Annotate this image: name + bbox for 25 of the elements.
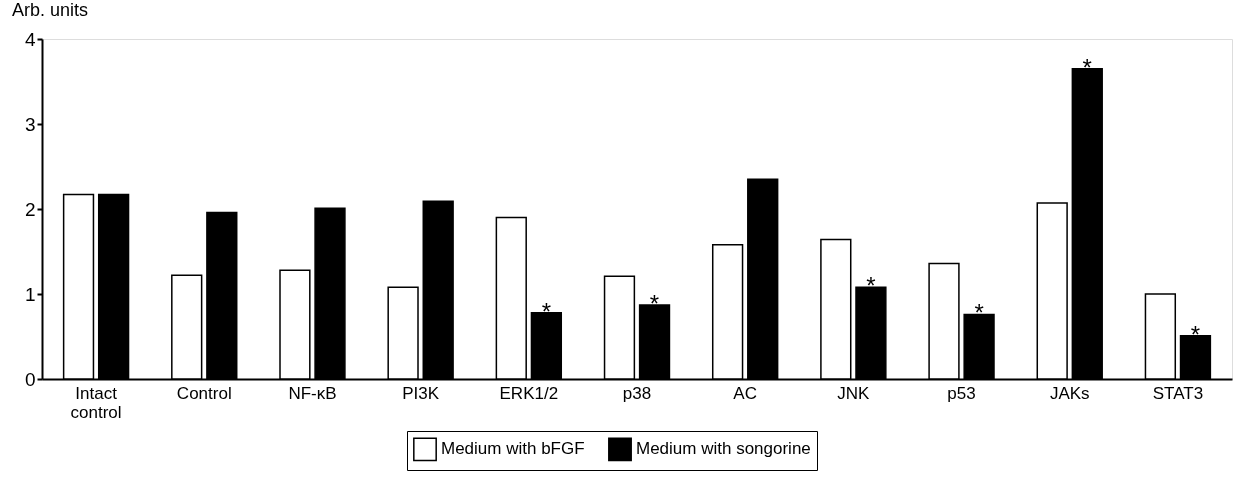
annotation: * xyxy=(1082,53,1092,81)
legend-label: Medium with bFGF xyxy=(441,439,585,459)
x-tick-label: STAT3 xyxy=(1152,383,1204,403)
annotation: * xyxy=(1190,320,1201,348)
y-tick-label: 1 xyxy=(24,283,36,305)
x-tick-label: Intact control xyxy=(70,383,122,422)
annotation: * xyxy=(974,299,984,327)
y-tick-label: 4 xyxy=(24,28,36,50)
annotation: * xyxy=(541,297,552,325)
x-tick-label: p53 xyxy=(947,383,976,403)
y-axis-title: Arb. units xyxy=(12,0,89,20)
x-tick-label: JAKs xyxy=(1049,383,1090,403)
x-tick-label: ERK1/2 xyxy=(499,383,559,403)
legend-label: Medium with songorine xyxy=(636,439,811,459)
annotation: * xyxy=(649,290,660,318)
y-tick-label: 0 xyxy=(24,368,36,390)
x-tick-label: JNK xyxy=(837,383,871,403)
x-tick-label: AC xyxy=(733,383,757,403)
x-tick-label: PI3K xyxy=(402,383,440,403)
annotation: * xyxy=(866,272,876,300)
x-tick-label: p38 xyxy=(622,383,652,403)
y-tick-label: 3 xyxy=(24,113,36,135)
x-tick-label: NF-κB xyxy=(288,383,337,403)
x-tick-label: Control xyxy=(176,383,232,403)
y-tick-label: 2 xyxy=(24,198,36,220)
